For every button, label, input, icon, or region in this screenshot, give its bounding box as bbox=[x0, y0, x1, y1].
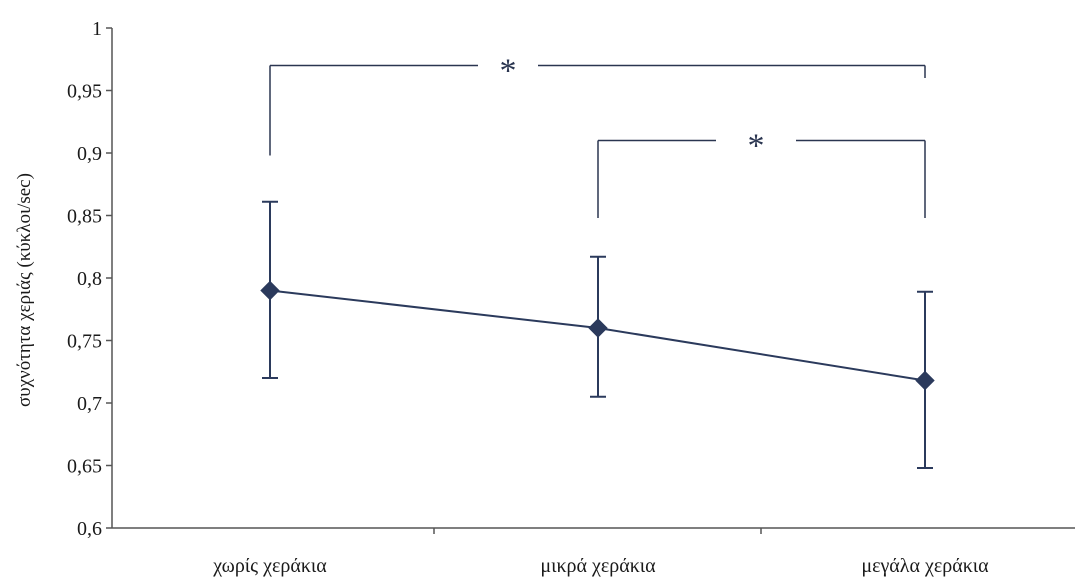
y-tick-label: 1 bbox=[92, 18, 102, 40]
y-tick-label: 0,6 bbox=[77, 518, 102, 540]
significance-brackets: ** bbox=[269, 53, 926, 218]
category-label: μεγάλα χεράκια bbox=[861, 555, 989, 577]
y-tick-label: 0,65 bbox=[67, 456, 102, 478]
y-tick-label: 0,85 bbox=[67, 206, 102, 228]
category-labels: χωρίς χεράκια μικρά χεράκια μεγάλα χεράκια bbox=[212, 555, 989, 577]
y-tick-label: 0,8 bbox=[77, 268, 102, 290]
significance-star: * bbox=[748, 128, 765, 165]
data-point-marker bbox=[260, 280, 280, 301]
x-axis bbox=[112, 527, 1075, 534]
y-tick-label: 0,7 bbox=[77, 393, 102, 415]
y-axis: 0,6 0,65 0,7 0,75 0,8 0,85 0,9 0,95 1 bbox=[67, 18, 113, 540]
significance-star: * bbox=[500, 53, 517, 90]
series-group bbox=[260, 200, 935, 469]
y-tick-label: 0,9 bbox=[77, 143, 102, 165]
y-tick-label: 0,75 bbox=[67, 331, 102, 353]
y-tick-label: 0,95 bbox=[67, 81, 102, 103]
data-point-marker bbox=[588, 318, 608, 338]
y-axis-title: συχνότητα χεριάς (κύκλοι/sec) bbox=[14, 173, 35, 407]
data-point-marker bbox=[915, 370, 935, 391]
category-label: χωρίς χεράκια bbox=[212, 555, 327, 577]
category-label: μικρά χεράκια bbox=[540, 555, 656, 577]
